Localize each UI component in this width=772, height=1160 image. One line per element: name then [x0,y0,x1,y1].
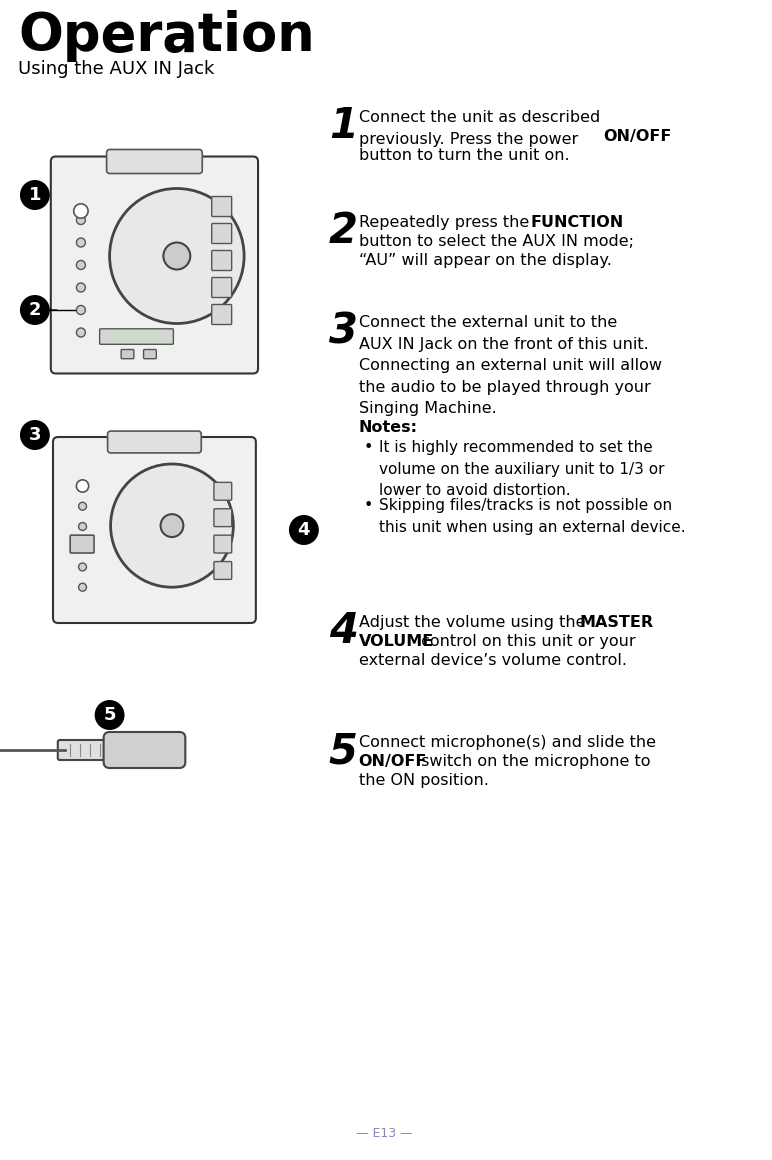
Circle shape [79,543,86,551]
Text: 4: 4 [329,610,357,652]
FancyBboxPatch shape [58,740,112,760]
Circle shape [76,261,86,269]
Text: •: • [364,440,373,455]
Text: MASTER: MASTER [580,615,654,630]
Text: control on this unit or your: control on this unit or your [416,635,636,648]
FancyBboxPatch shape [212,277,232,297]
Text: 5: 5 [329,730,357,773]
Text: 4: 4 [298,521,310,539]
Text: It is highly recommended to set the
volume on the auxiliary unit to 1/3 or
lower: It is highly recommended to set the volu… [378,440,664,498]
FancyBboxPatch shape [212,251,232,270]
FancyBboxPatch shape [214,535,232,553]
Text: “AU” will appear on the display.: “AU” will appear on the display. [359,253,611,268]
Text: 3: 3 [329,310,357,351]
Circle shape [76,238,86,247]
Circle shape [110,188,244,324]
Circle shape [20,180,50,210]
Text: external device’s volume control.: external device’s volume control. [359,653,627,668]
Circle shape [79,583,86,592]
Text: the ON position.: the ON position. [359,773,489,788]
FancyBboxPatch shape [70,535,94,553]
Text: button to turn the unit on.: button to turn the unit on. [359,148,569,164]
FancyBboxPatch shape [121,349,134,358]
FancyBboxPatch shape [214,483,232,500]
Circle shape [79,563,86,571]
Text: VOLUME: VOLUME [359,635,434,648]
Text: 3: 3 [29,426,41,444]
Circle shape [20,420,50,450]
Text: Connect microphone(s) and slide the: Connect microphone(s) and slide the [359,735,655,751]
Text: Connect the external unit to the
AUX IN Jack on the front of this unit.
Connecti: Connect the external unit to the AUX IN … [359,316,662,416]
Circle shape [76,480,89,492]
Text: 5: 5 [103,706,116,724]
Circle shape [74,204,88,218]
Circle shape [110,464,233,587]
Text: — E13 —: — E13 — [356,1128,413,1140]
FancyBboxPatch shape [144,349,156,358]
Text: •: • [364,498,373,513]
Text: Connect the unit as described
previously. Press the power: Connect the unit as described previously… [359,110,600,146]
Text: 1: 1 [329,106,357,147]
Circle shape [79,522,86,530]
Text: 2: 2 [29,300,41,319]
Circle shape [95,699,124,730]
Text: Notes:: Notes: [359,420,418,435]
Text: 2: 2 [329,210,357,252]
Text: 1: 1 [29,186,41,204]
Text: ON/OFF: ON/OFF [359,754,427,769]
FancyBboxPatch shape [51,157,258,374]
Text: Using the AUX IN Jack: Using the AUX IN Jack [18,60,215,78]
FancyBboxPatch shape [100,328,174,345]
Circle shape [20,295,50,325]
Circle shape [76,328,86,338]
Text: ON/OFF: ON/OFF [603,129,671,144]
Text: FUNCTION: FUNCTION [530,215,623,230]
Circle shape [76,283,86,292]
Text: Operation: Operation [18,10,315,61]
Circle shape [289,515,319,545]
Circle shape [79,483,86,490]
Text: Repeatedly press the: Repeatedly press the [359,215,534,230]
Text: Adjust the volume using the: Adjust the volume using the [359,615,591,630]
Text: Skipping files/tracks is not possible on
this unit when using an external device: Skipping files/tracks is not possible on… [378,498,686,535]
FancyBboxPatch shape [214,561,232,579]
FancyBboxPatch shape [212,304,232,325]
FancyBboxPatch shape [214,509,232,527]
FancyBboxPatch shape [53,437,256,623]
FancyBboxPatch shape [212,196,232,217]
Circle shape [79,502,86,510]
FancyBboxPatch shape [212,224,232,244]
Text: button to select the AUX IN mode;: button to select the AUX IN mode; [359,234,634,249]
FancyBboxPatch shape [103,732,185,768]
Circle shape [76,305,86,314]
Circle shape [161,514,184,537]
Circle shape [164,242,191,269]
Text: switch on the microphone to: switch on the microphone to [416,754,651,769]
FancyBboxPatch shape [107,150,202,174]
Circle shape [76,216,86,225]
FancyBboxPatch shape [107,432,201,452]
